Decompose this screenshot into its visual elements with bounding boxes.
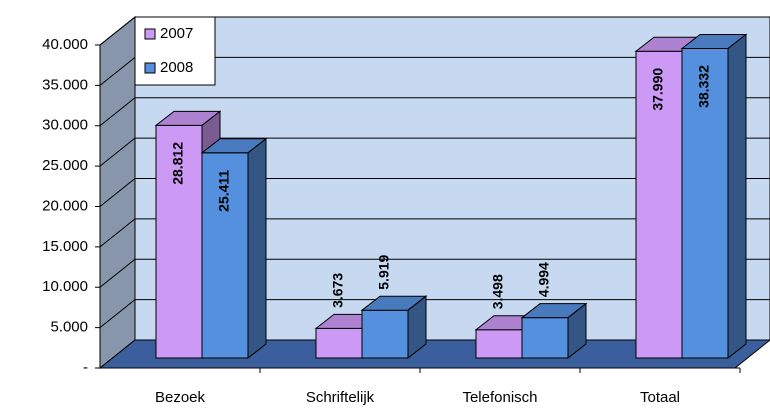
value-label: 28.812 — [170, 142, 186, 185]
bar — [200, 137, 268, 360]
bar — [520, 302, 588, 360]
bar-front — [155, 124, 203, 359]
x-tick-label: Totaal — [640, 389, 680, 406]
grid-line — [99, 137, 136, 167]
y-tick-label: 5.000 — [50, 319, 88, 336]
grid-line — [99, 178, 136, 207]
bar-front — [361, 309, 409, 359]
y-tick-label: 15.000 — [42, 238, 88, 255]
grid-line — [99, 258, 136, 288]
value-label: 5.919 — [376, 254, 392, 289]
grid-line — [99, 16, 136, 46]
y-tick-label: 25.000 — [42, 157, 88, 174]
y-tick-label: - — [83, 359, 88, 376]
value-label: 25.411 — [216, 170, 232, 212]
bar-side — [407, 295, 427, 360]
legend-label: 2007 — [160, 25, 193, 42]
value-label: 3.498 — [490, 274, 506, 309]
grid-line — [99, 218, 136, 248]
x-tick-label: Schriftelijk — [306, 389, 375, 406]
legend-box — [134, 16, 216, 86]
y-tick-label: 40.000 — [42, 36, 88, 53]
bar-side — [247, 137, 267, 360]
y-tick-label: 30.000 — [42, 117, 88, 134]
legend-swatch — [144, 28, 156, 40]
bar — [680, 33, 748, 360]
value-label: 3.673 — [330, 273, 346, 308]
bar-side — [567, 302, 587, 360]
y-tick-label: 35.000 — [42, 76, 88, 93]
bar-front — [635, 50, 683, 359]
y-tick-label: 10.000 — [42, 278, 88, 295]
bars — [154, 33, 748, 360]
bar — [360, 295, 428, 360]
grid-line — [99, 56, 136, 86]
value-label: 37.990 — [650, 68, 666, 111]
y-tick-label: 20.000 — [42, 197, 88, 214]
x-tick-label: Bezoek — [155, 389, 206, 406]
bar-front — [521, 317, 569, 359]
legend-swatch — [144, 62, 156, 74]
legend: 2007 2008 — [134, 16, 216, 86]
grid-line — [99, 97, 136, 127]
bar-front — [315, 327, 363, 359]
value-label: 38.332 — [696, 65, 712, 108]
grid-line — [99, 299, 136, 329]
legend-label: 2008 — [160, 59, 193, 76]
x-tick-label: Telefonisch — [462, 389, 537, 406]
bar-front — [475, 329, 523, 359]
bar-side — [727, 33, 747, 360]
value-label: 4.994 — [536, 262, 552, 297]
